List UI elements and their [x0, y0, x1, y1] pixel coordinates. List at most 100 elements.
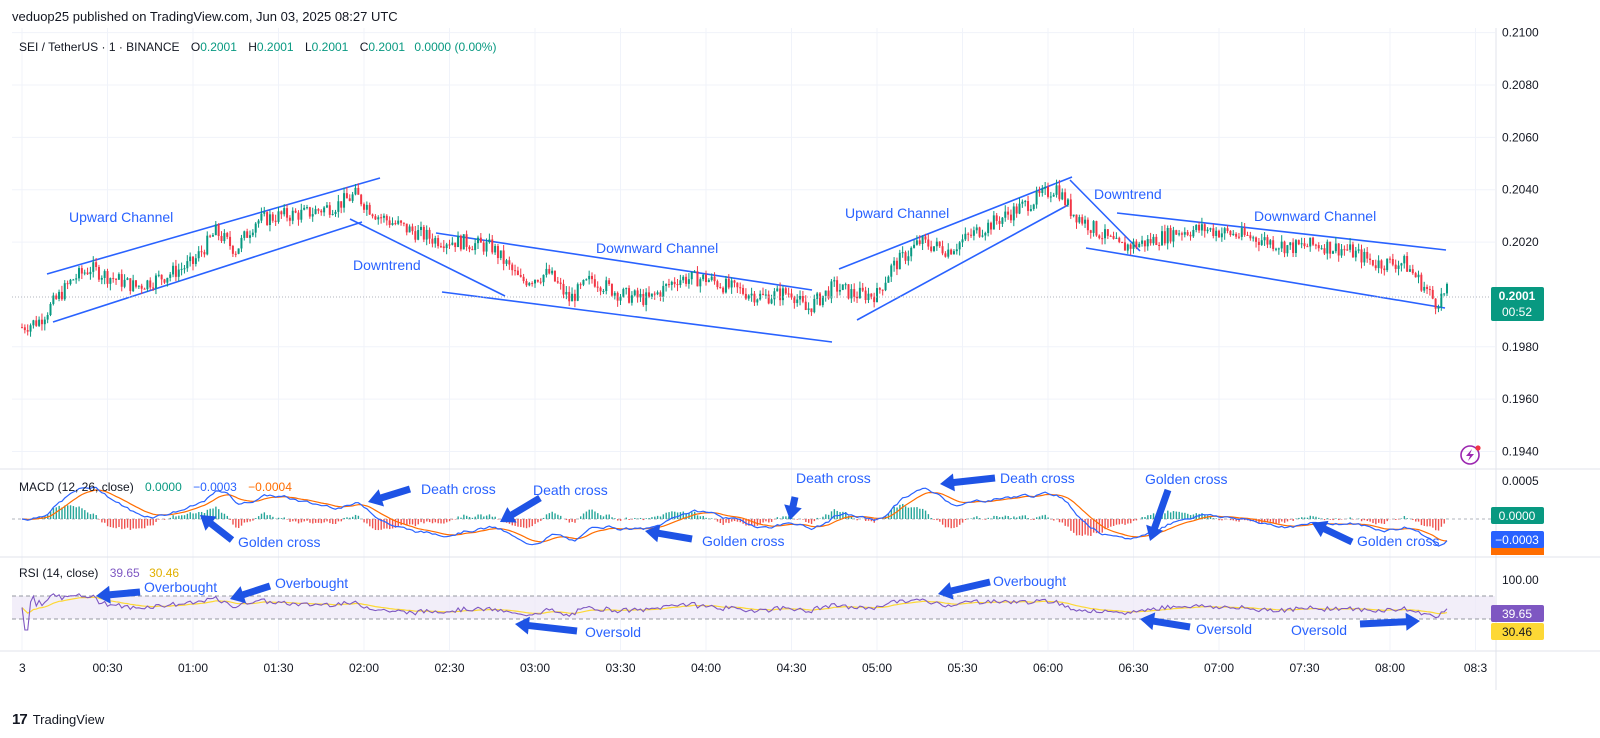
macd-histogram-bar [574, 519, 576, 523]
candle-body [525, 281, 528, 286]
time-tick-label: 01:00 [178, 661, 208, 675]
macd-histogram-bar [571, 519, 573, 522]
candle-body [60, 291, 63, 300]
time-axis[interactable]: 3 00:30 01:00 01:30 02:00 02:30 03:00 03:30 04:0… [19, 661, 1488, 675]
candle-body [998, 220, 1001, 224]
candle-body [103, 271, 106, 278]
candle-body [1009, 214, 1012, 221]
candle-body [861, 287, 864, 291]
candle-body [400, 220, 403, 223]
macd-histogram-bar [135, 519, 137, 529]
candle-body [374, 216, 377, 220]
candle-body [930, 246, 933, 251]
price-axis[interactable]: 0.2100 0.2080 0.2060 0.2040 0.2020 0.1980 0.19… [1502, 26, 1539, 459]
candle-body [132, 280, 135, 292]
macd-histogram-bar [300, 519, 303, 523]
macd-histogram-bar [143, 519, 146, 529]
macd-histogram-bar [1412, 519, 1414, 521]
candle-body [174, 265, 177, 277]
candle-body [1203, 224, 1206, 232]
macd-histogram-bar [722, 519, 724, 525]
macd-histogram-bar [1118, 519, 1121, 525]
macd-histogram-bar [1172, 511, 1175, 519]
macd-histogram-bar [101, 519, 103, 523]
macd-histogram-bar [827, 514, 830, 519]
macd-histogram-bar [172, 515, 174, 519]
candle-body [1366, 251, 1369, 259]
macd-histogram-bar [979, 518, 981, 519]
candle-body [377, 217, 380, 220]
macd-histogram-bar [916, 507, 918, 519]
macd-histogram-bar [1075, 519, 1078, 536]
candle-body [1209, 228, 1212, 230]
candle-body [1072, 214, 1075, 217]
macd-histogram-bar [78, 506, 80, 519]
macd-histogram-bar [1420, 519, 1423, 526]
macd-histogram-bar [1178, 511, 1180, 519]
brand-footer[interactable]: 17 TradingView [12, 711, 104, 728]
macd-histogram-bar [474, 516, 476, 519]
candle-body [787, 293, 790, 295]
macd-histogram-bar [295, 519, 297, 522]
candle-body [1155, 236, 1158, 245]
candle-body [1198, 224, 1201, 231]
candle-body [474, 243, 477, 251]
macd-histogram-bar [634, 517, 636, 519]
macd-histogram-bar [446, 519, 448, 523]
macd-histogram-bar [1235, 519, 1237, 522]
candle-body [123, 279, 126, 287]
macd-histogram-bar [1164, 513, 1166, 519]
macd-histogram-bar [286, 519, 288, 520]
macd-histogram-bar [280, 518, 283, 519]
candle-body [1257, 241, 1260, 245]
candle-body [1414, 273, 1417, 278]
candle-body [271, 214, 274, 221]
candle-body [496, 246, 499, 259]
candle-body [1112, 236, 1115, 239]
candle-body [990, 222, 992, 230]
candle-body [1340, 249, 1343, 256]
macd-histogram-bar [776, 517, 779, 519]
candle-body [21, 327, 23, 329]
candle-body [126, 278, 129, 280]
candle-body [97, 266, 100, 280]
candle-body [457, 235, 460, 248]
macd-histogram-bar [782, 516, 784, 519]
candle-body [804, 301, 807, 310]
candle-body [659, 292, 662, 297]
macd-histogram-bar [964, 519, 967, 520]
candle-body [719, 287, 722, 289]
macd-histogram-bar [785, 516, 787, 519]
macd-histogram-bar [391, 519, 394, 529]
candle-body [1047, 186, 1049, 197]
macd-histogram-bar [540, 519, 542, 521]
candle-body [363, 204, 365, 210]
candle-body [1200, 224, 1203, 231]
candle-body [1343, 249, 1346, 251]
legend-o-key: O [191, 40, 200, 54]
candle-body [414, 231, 417, 240]
macd-histogram-bar [426, 519, 428, 522]
macd-histogram-bar [1429, 519, 1431, 527]
candle-body [633, 290, 636, 296]
candle-body [348, 198, 351, 201]
candle-body [337, 201, 340, 212]
annotation-upward-channel-1: Upward Channel [69, 209, 173, 225]
macd-histogram-bar [685, 513, 687, 519]
macd-histogram-bar [58, 505, 60, 519]
macd-histogram-bar [38, 516, 40, 519]
macd-histogram-bar [565, 519, 568, 521]
macd-histogram-bar [956, 519, 958, 528]
candle-body [759, 293, 762, 300]
alert-icon[interactable] [1460, 445, 1481, 465]
candle-body [1186, 232, 1189, 235]
macd-histogram-bar [158, 519, 160, 520]
candle-body [536, 279, 539, 282]
macd-histogram-bar [1215, 518, 1217, 519]
macd-histogram-bar [648, 518, 650, 519]
macd-histogram-bar [215, 506, 217, 519]
candle-body [360, 194, 363, 205]
arrow-icon [940, 473, 996, 492]
macd-histogram-bar [146, 519, 149, 526]
